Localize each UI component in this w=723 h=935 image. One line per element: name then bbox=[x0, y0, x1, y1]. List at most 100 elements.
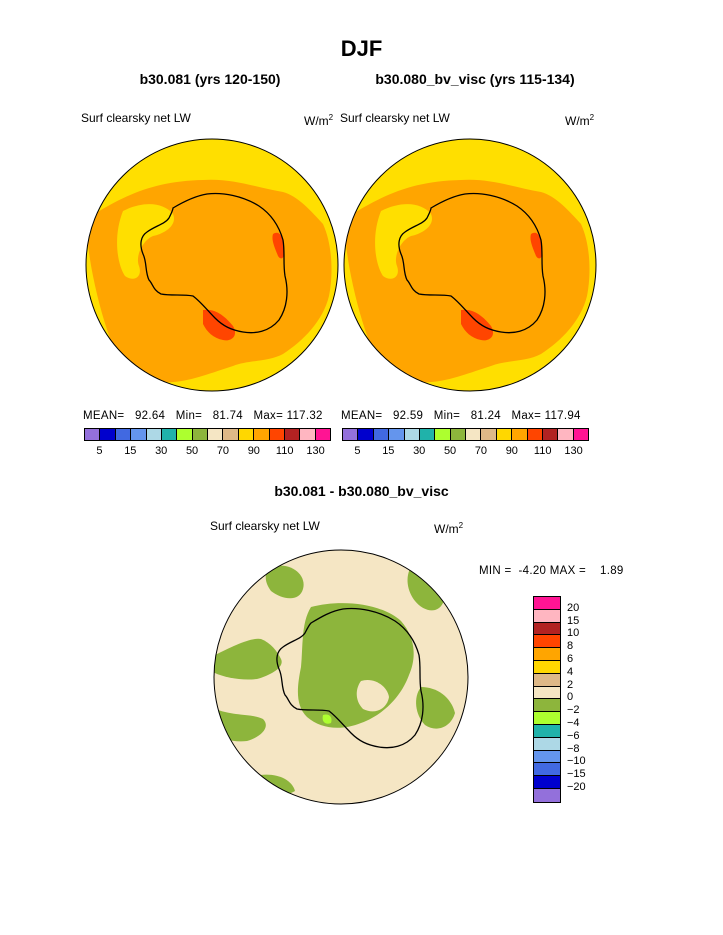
green-region-1 bbox=[265, 565, 304, 599]
colorbar-tick-label: −6 bbox=[567, 729, 580, 742]
colorbar-box bbox=[534, 788, 560, 802]
panel2-stats: MEAN= 92.59 Min= 81.24 Max= 117.94 bbox=[341, 410, 581, 422]
colorbar-tick-label: −20 bbox=[567, 781, 586, 793]
diff-variable-label: Surf clearsky net LW bbox=[210, 519, 320, 533]
colorbar-box bbox=[223, 429, 239, 440]
panel2-polar-map bbox=[343, 138, 597, 392]
panel1-colorbar bbox=[84, 428, 331, 441]
panel1-stats: MEAN= 92.64 Min= 81.74 Max= 117.32 bbox=[83, 410, 323, 422]
colorbar-box bbox=[85, 429, 101, 440]
colorbar-tick-label: −8 bbox=[567, 742, 580, 755]
colorbar-box bbox=[534, 737, 560, 751]
colorbar-tick-label: 130 bbox=[306, 445, 325, 457]
red-region-2 bbox=[461, 309, 494, 341]
colorbar-box bbox=[496, 429, 513, 440]
yellow-patch bbox=[117, 204, 174, 279]
colorbar-box bbox=[208, 429, 224, 440]
figure-title: DJF bbox=[340, 36, 383, 61]
colorbar-box bbox=[573, 429, 588, 440]
colorbar-box bbox=[238, 429, 255, 440]
colorbar-tick-label: 70 bbox=[474, 445, 488, 457]
colorbar-box bbox=[534, 724, 560, 738]
beige-patch bbox=[356, 679, 389, 712]
colorbar-box bbox=[373, 429, 390, 440]
colorbar-box bbox=[358, 429, 374, 440]
colorbar-tick-label: 50 bbox=[185, 445, 199, 457]
diff-colorbar bbox=[533, 596, 561, 803]
colorbar-tick-label: 4 bbox=[567, 665, 574, 678]
colorbar-tick-label: 6 bbox=[567, 653, 574, 665]
colorbar-box bbox=[512, 429, 528, 440]
colorbar-box bbox=[100, 429, 116, 440]
diff-polar-map bbox=[213, 549, 469, 805]
colorbar-box bbox=[527, 429, 543, 440]
colorbar-tick-label: 130 bbox=[564, 445, 583, 457]
colorbar-box bbox=[534, 712, 560, 725]
colorbar-box bbox=[534, 686, 560, 700]
diff-subtitle: b30.081 - b30.080_bv_visc bbox=[274, 483, 449, 499]
colorbar-tick-label: 15 bbox=[382, 445, 395, 457]
diff-stats: MIN = -4.20 MAX = 1.89 bbox=[479, 565, 624, 577]
colorbar-box bbox=[192, 429, 208, 440]
colorbar-box bbox=[115, 429, 132, 440]
colorbar-box bbox=[269, 429, 285, 440]
colorbar-box bbox=[146, 429, 162, 440]
red-region-1 bbox=[272, 232, 285, 259]
colorbar-box bbox=[534, 597, 560, 610]
colorbar-box bbox=[419, 429, 436, 440]
colorbar-box bbox=[466, 429, 482, 440]
colorbar-box bbox=[542, 429, 559, 440]
colorbar-box bbox=[534, 776, 560, 789]
colorbar-tick-label: 0 bbox=[567, 691, 574, 704]
panel2-colorbar bbox=[342, 428, 589, 441]
colorbar-box bbox=[131, 429, 147, 440]
colorbar-box bbox=[534, 648, 560, 661]
colorbar-box bbox=[481, 429, 497, 440]
colorbar-box bbox=[534, 635, 560, 649]
colorbar-box bbox=[254, 429, 270, 440]
colorbar-box bbox=[284, 429, 301, 440]
colorbar-box bbox=[534, 763, 560, 777]
green-region-4 bbox=[407, 567, 444, 611]
colorbar-box bbox=[404, 429, 420, 440]
colorbar-tick-label: 110 bbox=[533, 445, 552, 457]
colorbar-tick-label: 5 bbox=[96, 445, 103, 457]
red-region-1 bbox=[530, 232, 543, 259]
colorbar-box bbox=[177, 429, 193, 440]
colorbar-tick-label: 70 bbox=[216, 445, 230, 457]
green-region-6 bbox=[416, 687, 455, 729]
panel1-polar-map bbox=[85, 138, 339, 392]
panel2-units: W/m2 bbox=[565, 113, 595, 128]
colorbar-tick-label: −15 bbox=[567, 768, 586, 781]
colorbar-tick-label: 50 bbox=[443, 445, 457, 457]
colorbar-tick-label: 20 bbox=[567, 601, 580, 614]
colorbar-box bbox=[343, 429, 359, 440]
colorbar-tick-label: −2 bbox=[567, 704, 580, 717]
colorbar-tick-label: 5 bbox=[354, 445, 361, 457]
coastline bbox=[398, 192, 546, 334]
colorbar-tick-label: −10 bbox=[567, 755, 586, 768]
colorbar-box bbox=[534, 699, 560, 713]
panel1-variable-label: Surf clearsky net LW bbox=[81, 111, 191, 125]
colorbar-tick-label: 30 bbox=[155, 445, 168, 457]
colorbar-tick-label: 30 bbox=[413, 445, 426, 457]
panel2-subtitle: b30.080_bv_visc (yrs 115-134) bbox=[375, 71, 575, 87]
colorbar-box bbox=[315, 429, 330, 440]
colorbar-tick-label: 15 bbox=[124, 445, 137, 457]
colorbar-box bbox=[161, 429, 178, 440]
colorbar-tick-label: 2 bbox=[567, 678, 574, 691]
colorbar-tick-label: 10 bbox=[567, 627, 580, 640]
colorbar-tick-label: 90 bbox=[247, 445, 260, 457]
green-region-2 bbox=[214, 638, 282, 680]
colorbar-box bbox=[435, 429, 451, 440]
colorbar-box bbox=[534, 622, 560, 636]
colorbar-box bbox=[450, 429, 466, 440]
panel2-variable-label: Surf clearsky net LW bbox=[340, 111, 450, 125]
colorbar-box bbox=[558, 429, 574, 440]
coastline bbox=[140, 192, 288, 334]
panel1-units: W/m2 bbox=[304, 113, 334, 128]
colorbar-box bbox=[534, 660, 560, 674]
diff-units: W/m2 bbox=[434, 521, 464, 536]
colorbar-box bbox=[534, 673, 560, 687]
lightgreen-patch bbox=[322, 714, 332, 724]
